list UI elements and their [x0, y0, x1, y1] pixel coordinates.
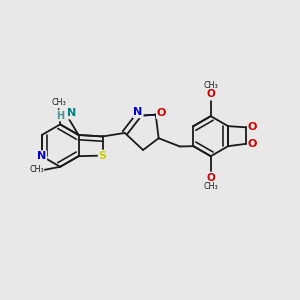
Text: CH₃: CH₃ — [29, 165, 44, 174]
Text: O: O — [248, 139, 257, 149]
Text: O: O — [157, 108, 166, 118]
Text: N: N — [134, 107, 143, 117]
Text: O: O — [206, 89, 215, 99]
Text: N: N — [67, 109, 76, 118]
Text: S: S — [99, 151, 107, 160]
Text: CH₃: CH₃ — [203, 182, 218, 191]
Text: H: H — [56, 110, 64, 121]
Text: O: O — [206, 173, 215, 183]
Text: CH₃: CH₃ — [203, 81, 218, 90]
Text: O: O — [248, 122, 257, 132]
Text: CH₃: CH₃ — [51, 98, 66, 107]
Text: N: N — [37, 151, 46, 161]
